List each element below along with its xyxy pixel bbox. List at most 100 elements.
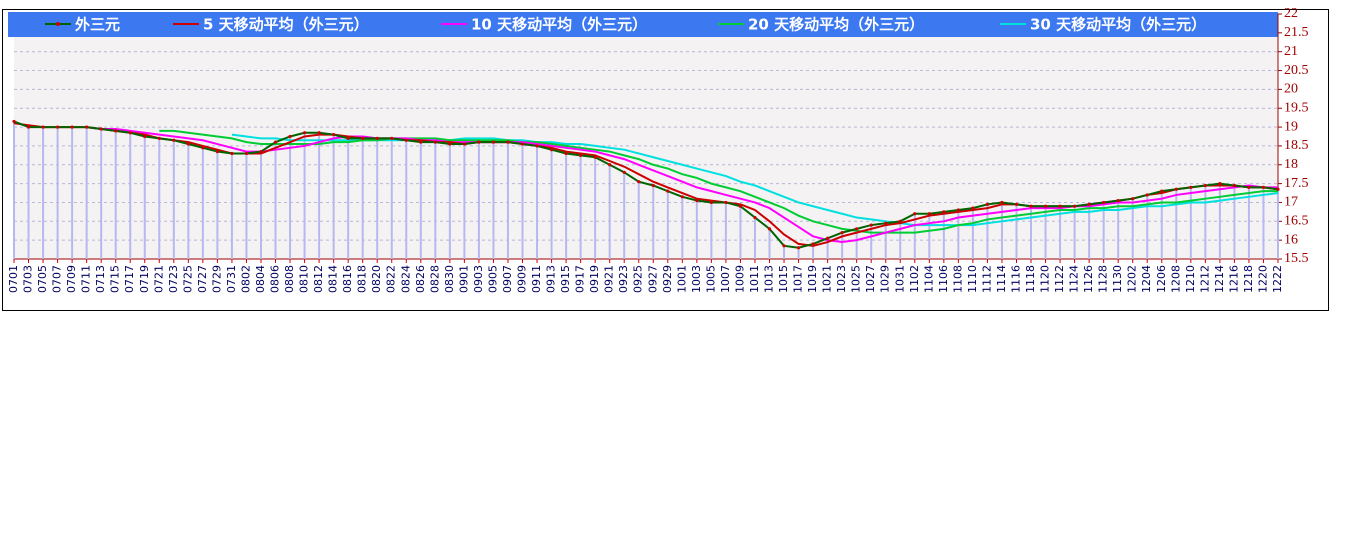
legend-label: 5 天移动平均（外三元） bbox=[203, 16, 369, 34]
x-tick-label: 0915 bbox=[559, 265, 572, 293]
x-tick-label: 1013 bbox=[762, 265, 775, 293]
y-tick-label: 16 bbox=[1284, 232, 1298, 247]
x-tick-label: 0909 bbox=[516, 265, 529, 293]
point bbox=[971, 206, 975, 210]
point bbox=[1189, 185, 1193, 189]
point bbox=[332, 133, 336, 137]
x-tick-label: 1124 bbox=[1068, 265, 1081, 293]
point bbox=[796, 246, 801, 250]
point bbox=[1087, 202, 1091, 206]
point bbox=[477, 140, 481, 144]
point bbox=[41, 125, 45, 129]
point bbox=[128, 131, 132, 135]
legend-bar bbox=[8, 12, 1278, 37]
point bbox=[608, 163, 612, 167]
x-tick-label: 0824 bbox=[399, 265, 412, 293]
y-tick-label: 20 bbox=[1284, 82, 1298, 97]
point bbox=[1131, 197, 1135, 201]
point bbox=[186, 142, 190, 146]
point bbox=[767, 227, 772, 231]
x-tick-label: 1025 bbox=[850, 265, 863, 293]
point bbox=[942, 210, 946, 214]
x-tick-label: 1120 bbox=[1039, 265, 1052, 293]
point bbox=[753, 215, 757, 220]
y-tick-label: 17.5 bbox=[1284, 176, 1309, 191]
point bbox=[520, 142, 525, 146]
point bbox=[244, 151, 249, 156]
x-tick-label: 0727 bbox=[196, 265, 209, 293]
x-tick-label: 0719 bbox=[138, 265, 151, 293]
x-tick-label: 1104 bbox=[922, 265, 935, 293]
x-tick-label: 1021 bbox=[821, 265, 834, 293]
x-tick-label: 1009 bbox=[733, 265, 746, 293]
legend-label: 20 天移动平均（外三元） bbox=[748, 16, 924, 34]
x-tick-label: 0802 bbox=[239, 265, 252, 293]
x-tick-label: 1112 bbox=[980, 265, 993, 293]
point bbox=[462, 142, 466, 146]
x-tick-label: 1220 bbox=[1256, 265, 1269, 293]
x-tick-label: 0806 bbox=[269, 265, 282, 293]
plot-background bbox=[14, 37, 1278, 259]
x-tick-label: 0725 bbox=[181, 265, 194, 293]
point bbox=[375, 136, 379, 140]
point bbox=[898, 219, 902, 223]
point bbox=[157, 136, 161, 140]
point bbox=[782, 244, 786, 248]
x-tick-label: 0921 bbox=[603, 265, 616, 293]
point bbox=[680, 195, 684, 199]
x-tick-label: 0814 bbox=[327, 265, 340, 293]
point bbox=[709, 200, 713, 205]
x-tick-label: 0826 bbox=[414, 265, 427, 293]
x-tick-label: 0731 bbox=[225, 265, 238, 293]
x-tick-label: 1003 bbox=[690, 265, 703, 293]
point bbox=[622, 170, 626, 174]
x-tick-label: 0723 bbox=[167, 265, 180, 293]
point bbox=[273, 140, 278, 144]
x-tick-label: 0812 bbox=[312, 265, 325, 293]
point bbox=[579, 153, 583, 157]
point bbox=[85, 125, 89, 129]
x-tick-label: 1204 bbox=[1140, 265, 1153, 293]
x-tick-label: 1128 bbox=[1097, 265, 1110, 293]
x-tick-label: 1102 bbox=[908, 265, 921, 293]
y-tick-label: 18 bbox=[1284, 157, 1298, 172]
x-tick-label: 1023 bbox=[835, 265, 848, 293]
point bbox=[956, 208, 960, 212]
x-tick-label: 1114 bbox=[995, 265, 1008, 293]
point bbox=[433, 140, 437, 144]
x-tick-label: 1029 bbox=[879, 265, 892, 293]
x-tick-label: 0830 bbox=[443, 265, 456, 293]
y-tick-label: 18.5 bbox=[1284, 138, 1309, 153]
point bbox=[317, 131, 321, 135]
legend-label: 30 天移动平均（外三元） bbox=[1030, 16, 1206, 34]
x-tick-label: 1126 bbox=[1082, 265, 1095, 293]
point bbox=[99, 127, 103, 131]
x-tick-label: 0905 bbox=[486, 265, 499, 293]
legend-label: 外三元 bbox=[74, 16, 120, 34]
point bbox=[1203, 183, 1207, 188]
x-tick-label: 1108 bbox=[951, 265, 964, 293]
x-tick-label: 0729 bbox=[210, 265, 223, 293]
x-tick-label: 0816 bbox=[341, 265, 354, 293]
x-tick-label: 0810 bbox=[298, 265, 311, 293]
point bbox=[1232, 183, 1237, 188]
x-tick-label: 1130 bbox=[1111, 265, 1124, 293]
x-tick-label: 0820 bbox=[370, 265, 383, 293]
point bbox=[855, 227, 859, 231]
x-tick-label: 1222 bbox=[1271, 265, 1284, 293]
x-tick-label: 1007 bbox=[719, 265, 732, 293]
x-tick-label: 1218 bbox=[1242, 265, 1255, 293]
point bbox=[1247, 185, 1251, 189]
legend-label: 10 天移动平均（外三元） bbox=[471, 16, 647, 34]
x-tick-label: 0907 bbox=[501, 265, 514, 293]
point bbox=[869, 223, 873, 227]
point bbox=[564, 151, 568, 156]
x-tick-label: 0808 bbox=[283, 265, 296, 293]
x-tick-label: 0703 bbox=[22, 265, 35, 293]
x-tick-label: 0818 bbox=[356, 265, 369, 293]
point bbox=[1072, 204, 1077, 208]
point bbox=[724, 200, 728, 205]
series-line bbox=[13, 120, 1279, 249]
x-tick-label: 0911 bbox=[530, 265, 543, 293]
